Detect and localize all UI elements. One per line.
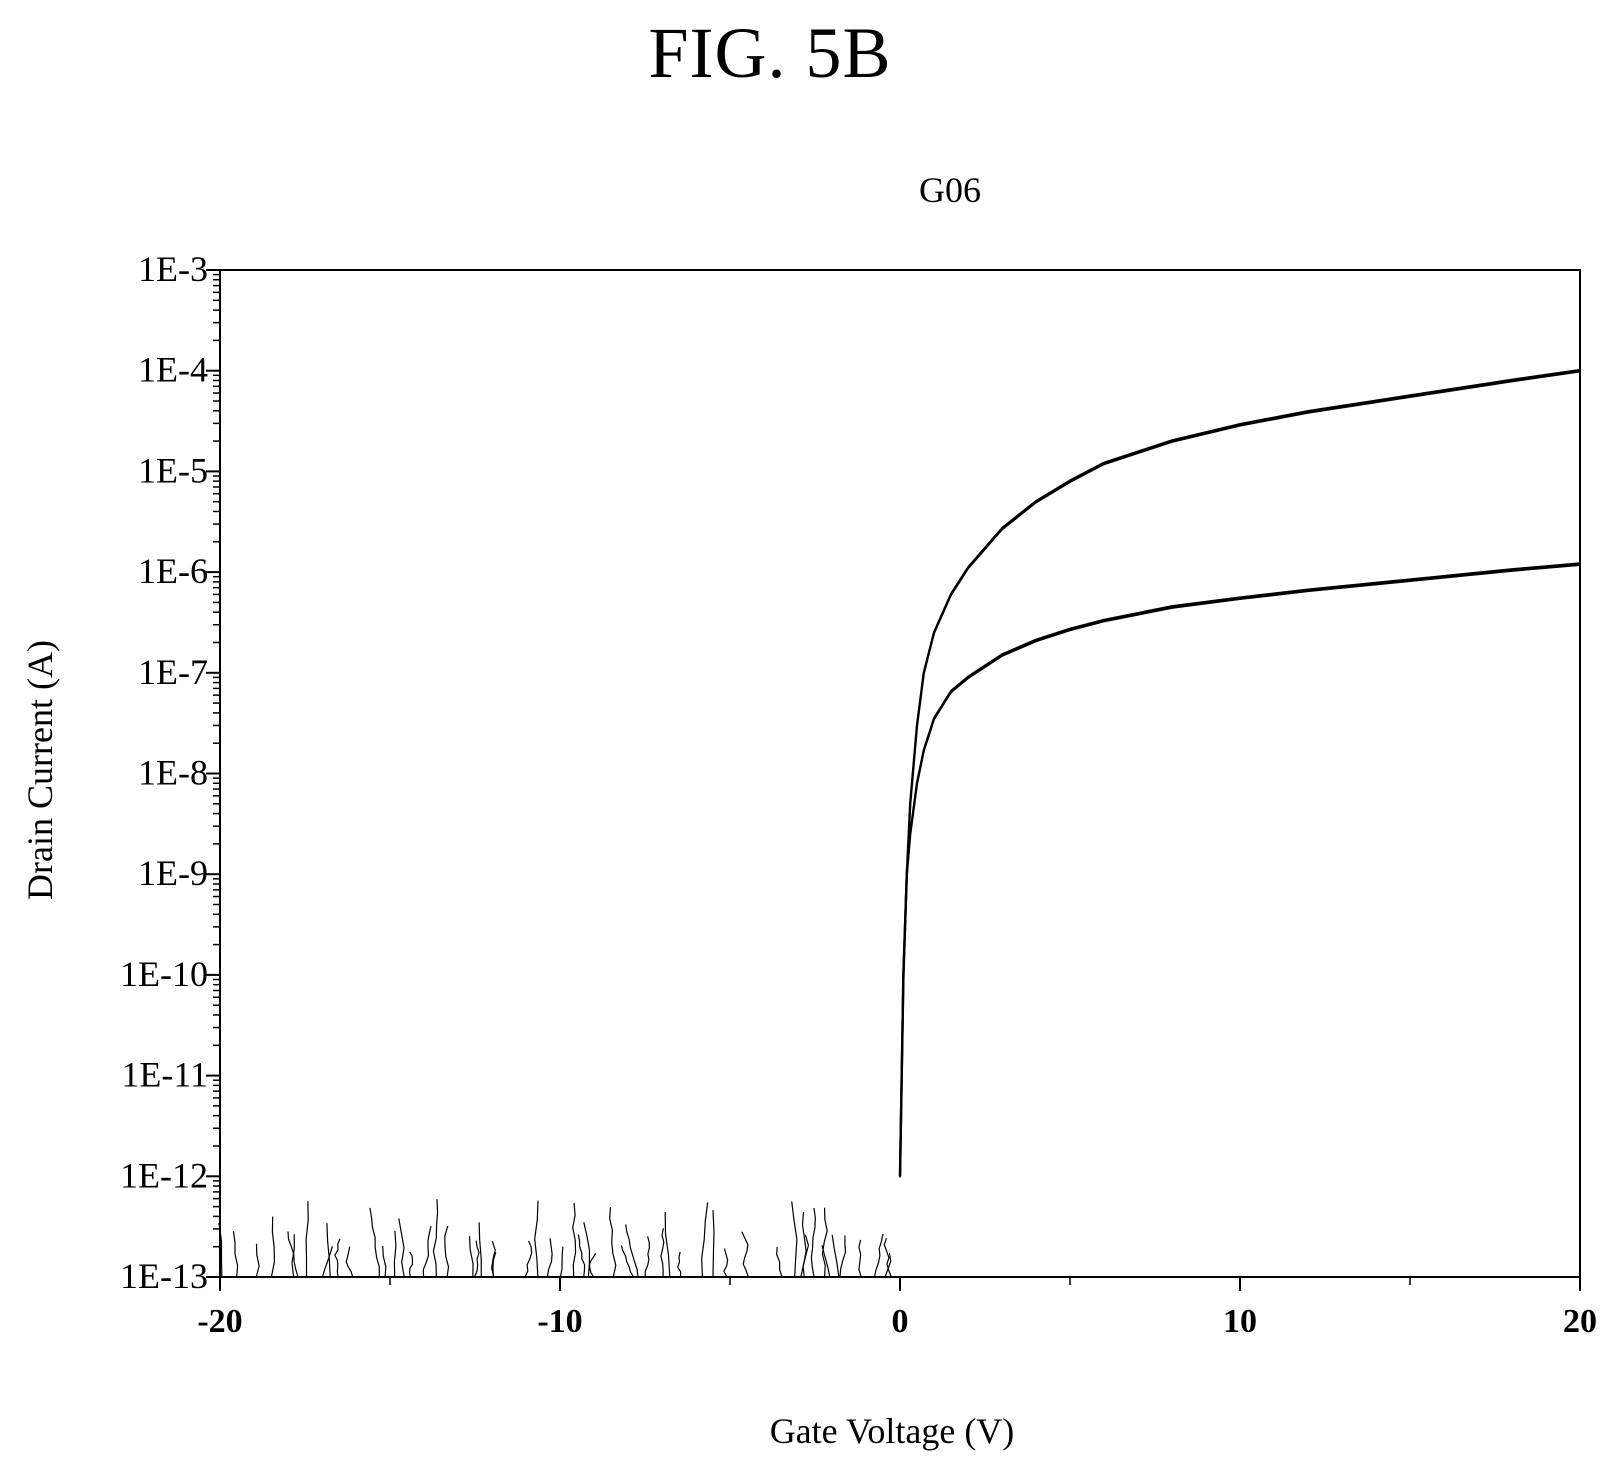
series-line bbox=[899, 562, 1581, 1176]
noise-trace bbox=[305, 1201, 309, 1277]
noise-trace bbox=[444, 1225, 450, 1278]
x-axis-label: Gate Voltage (V) bbox=[770, 1411, 1015, 1451]
y-tick-label: 1E-10 bbox=[120, 954, 208, 994]
y-tick-label: 1E-9 bbox=[138, 853, 208, 893]
noise-trace bbox=[326, 1223, 331, 1278]
noise-trace bbox=[802, 1234, 810, 1278]
noise-trace bbox=[270, 1216, 276, 1278]
noise-trace bbox=[408, 1251, 414, 1278]
y-axis-ticks: 1E-3 1E-4 1E-5 1E-6 1E-7 1E-8 1E-9 1E-10 1E-11 1E… bbox=[120, 249, 220, 1296]
chart-title: G06 bbox=[919, 170, 981, 210]
noise-trace bbox=[677, 1251, 682, 1278]
noise-trace bbox=[218, 1222, 223, 1278]
noise-trace bbox=[821, 1245, 831, 1278]
noise-trace bbox=[712, 1210, 715, 1278]
noise-trace bbox=[821, 1207, 828, 1278]
noise-trace bbox=[255, 1243, 260, 1278]
series-line bbox=[899, 371, 1581, 1178]
figure-label: FIG. 5B bbox=[648, 13, 892, 93]
noise-trace bbox=[883, 1238, 892, 1278]
y-tick-label: 1E-12 bbox=[120, 1155, 208, 1195]
noise-trace bbox=[232, 1230, 239, 1278]
x-tick-label: 10 bbox=[1223, 1303, 1257, 1340]
noise-trace bbox=[369, 1207, 380, 1277]
noise-trace bbox=[701, 1202, 709, 1278]
noise-trace bbox=[468, 1236, 474, 1278]
y-tick-label: 1E-6 bbox=[138, 551, 208, 591]
y-tick-label: 1E-13 bbox=[120, 1256, 208, 1296]
series-line bbox=[899, 564, 1581, 1178]
noise-trace bbox=[398, 1218, 405, 1278]
noise-trace bbox=[873, 1233, 884, 1278]
x-axis-ticks: -20 -10 0 10 20 bbox=[197, 1277, 1597, 1340]
noise-trace bbox=[660, 1228, 665, 1277]
y-tick-label: 1E-5 bbox=[138, 450, 208, 490]
x-tick-label: 0 bbox=[892, 1303, 909, 1340]
noise-trace bbox=[577, 1234, 586, 1278]
noise-trace bbox=[474, 1240, 480, 1278]
noise-trace bbox=[524, 1240, 533, 1278]
noise-trace bbox=[858, 1239, 862, 1278]
noise-trace bbox=[583, 1222, 590, 1278]
noise-trace bbox=[664, 1211, 671, 1278]
noise-trace bbox=[490, 1241, 496, 1278]
y-tick-label: 1E-4 bbox=[138, 350, 208, 390]
noise-trace bbox=[831, 1234, 840, 1278]
noise-trace bbox=[620, 1245, 635, 1278]
x-tick-label: -10 bbox=[537, 1303, 582, 1340]
noise-trace bbox=[884, 1253, 892, 1278]
noise-trace bbox=[776, 1246, 783, 1278]
noise-trace bbox=[810, 1207, 816, 1278]
noise-trace bbox=[839, 1235, 847, 1278]
y-axis-label: Drain Current (A) bbox=[20, 640, 60, 900]
noise-trace bbox=[644, 1236, 651, 1278]
noise-trace bbox=[572, 1202, 577, 1278]
noise-trace bbox=[287, 1231, 299, 1278]
noise-trace bbox=[382, 1245, 387, 1278]
y-tick-label: 1E-7 bbox=[138, 652, 208, 692]
y-tick-label: 1E-3 bbox=[138, 249, 208, 289]
noise-trace bbox=[291, 1234, 295, 1278]
x-tick-label: -20 bbox=[197, 1303, 242, 1340]
y-tick-label: 1E-8 bbox=[138, 753, 208, 793]
noise-floor-traces bbox=[218, 1199, 892, 1278]
noise-trace bbox=[345, 1246, 354, 1278]
noise-trace bbox=[478, 1222, 482, 1278]
noise-trace bbox=[609, 1206, 617, 1278]
noise-trace bbox=[432, 1199, 439, 1278]
noise-trace bbox=[741, 1231, 749, 1278]
series-line bbox=[898, 369, 1581, 1177]
noise-trace bbox=[393, 1230, 397, 1278]
y-tick-label: 1E-11 bbox=[121, 1055, 208, 1095]
noise-trace bbox=[588, 1252, 597, 1278]
x-tick-label: 20 bbox=[1563, 1303, 1597, 1340]
noise-trace bbox=[334, 1238, 341, 1278]
noise-trace bbox=[791, 1201, 798, 1278]
noise-trace bbox=[422, 1225, 432, 1278]
noise-trace bbox=[321, 1246, 333, 1278]
data-series bbox=[898, 368, 1581, 1178]
noise-trace bbox=[534, 1200, 539, 1278]
noise-trace bbox=[625, 1224, 639, 1278]
series-line bbox=[899, 368, 1581, 1176]
noise-trace bbox=[559, 1246, 564, 1278]
noise-trace bbox=[546, 1238, 553, 1278]
noise-trace bbox=[723, 1248, 729, 1278]
